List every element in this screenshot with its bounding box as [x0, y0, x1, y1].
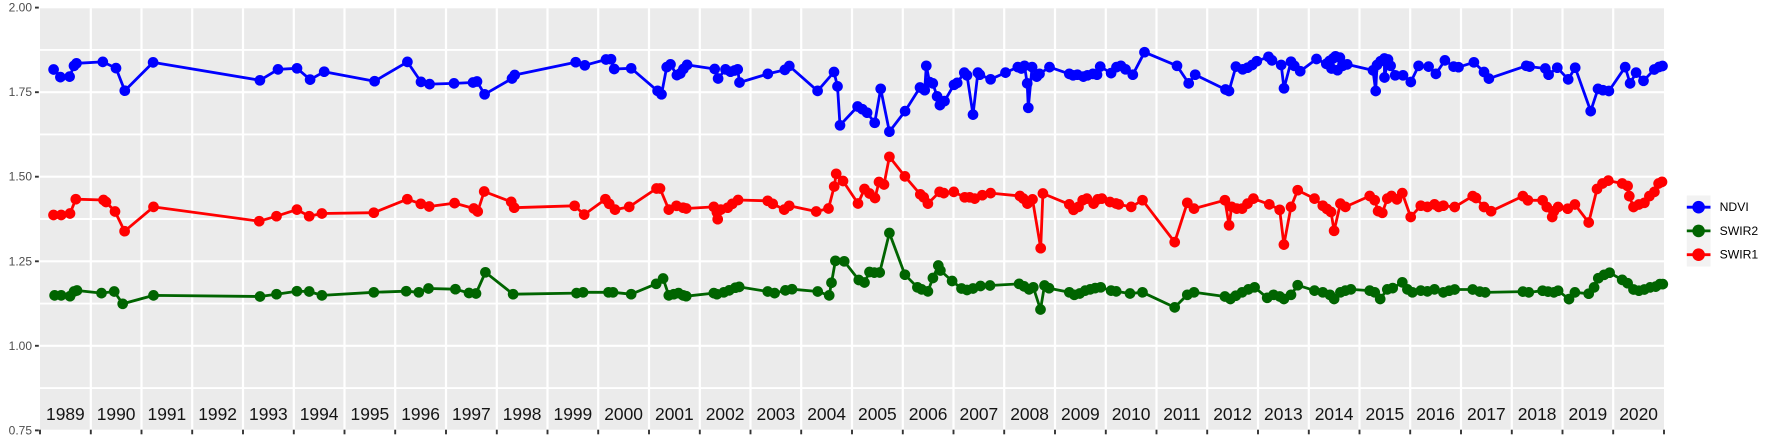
svg-text:1997: 1997 — [452, 404, 491, 424]
svg-text:1993: 1993 — [249, 404, 288, 424]
svg-text:2003: 2003 — [757, 404, 796, 424]
svg-text:2013: 2013 — [1264, 404, 1303, 424]
svg-text:2011: 2011 — [1163, 404, 1200, 424]
svg-text:2.00: 2.00 — [9, 1, 33, 15]
svg-text:2001: 2001 — [655, 404, 694, 424]
svg-text:1989: 1989 — [46, 404, 85, 424]
svg-text:2005: 2005 — [858, 404, 897, 424]
svg-text:1.00: 1.00 — [9, 339, 33, 353]
svg-text:SWIR2: SWIR2 — [1720, 224, 1759, 238]
svg-text:2004: 2004 — [807, 404, 846, 424]
svg-text:2000: 2000 — [604, 404, 643, 424]
svg-text:2016: 2016 — [1416, 404, 1455, 424]
svg-text:0.75: 0.75 — [9, 423, 33, 437]
svg-text:1.75: 1.75 — [9, 85, 33, 99]
svg-text:2019: 2019 — [1569, 404, 1608, 424]
svg-text:1990: 1990 — [97, 404, 136, 424]
svg-text:1998: 1998 — [503, 404, 542, 424]
svg-text:1.25: 1.25 — [9, 254, 33, 268]
svg-text:2010: 2010 — [1112, 404, 1151, 424]
svg-text:2009: 2009 — [1061, 404, 1100, 424]
svg-text:1991: 1991 — [148, 404, 187, 424]
svg-text:2020: 2020 — [1619, 404, 1658, 424]
svg-text:1.50: 1.50 — [9, 170, 33, 184]
svg-text:1999: 1999 — [554, 404, 593, 424]
svg-text:2002: 2002 — [706, 404, 745, 424]
svg-text:2017: 2017 — [1467, 404, 1506, 424]
svg-text:2008: 2008 — [1010, 404, 1049, 424]
svg-text:2015: 2015 — [1366, 404, 1405, 424]
svg-text:1996: 1996 — [401, 404, 440, 424]
svg-text:1995: 1995 — [351, 404, 390, 424]
svg-text:2006: 2006 — [909, 404, 948, 424]
svg-text:2018: 2018 — [1518, 404, 1557, 424]
svg-text:2007: 2007 — [960, 404, 999, 424]
svg-text:1992: 1992 — [198, 404, 237, 424]
svg-text:2012: 2012 — [1213, 404, 1252, 424]
svg-text:2014: 2014 — [1315, 404, 1354, 424]
svg-text:NDVI: NDVI — [1720, 200, 1749, 214]
svg-text:SWIR1: SWIR1 — [1720, 248, 1759, 262]
svg-text:1994: 1994 — [300, 404, 339, 424]
